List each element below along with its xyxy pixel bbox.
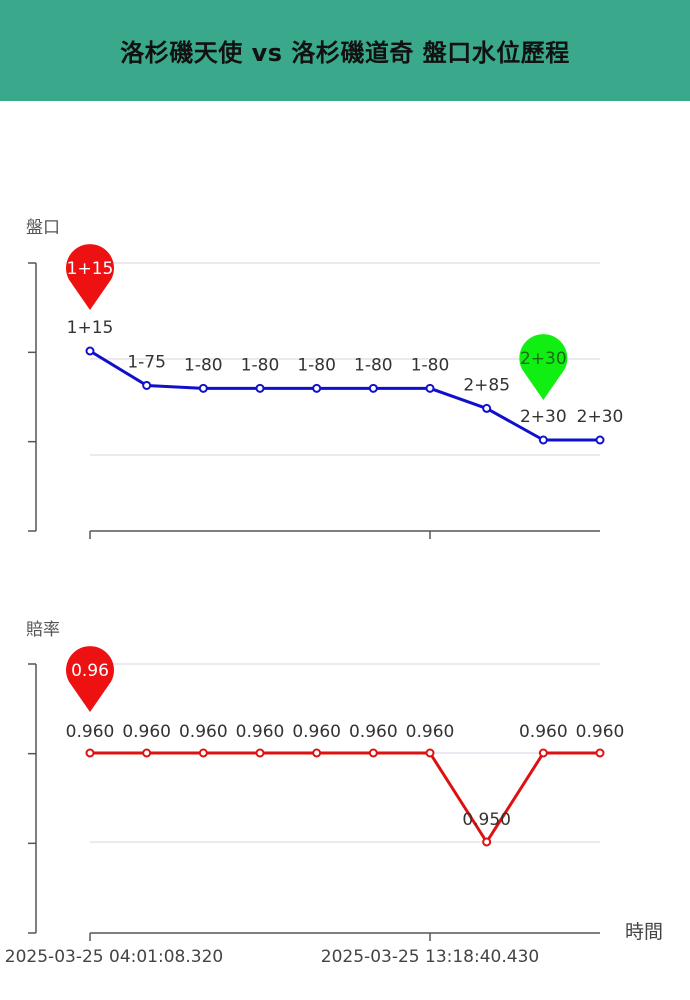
chart2-max-marker-shape	[66, 646, 114, 712]
chart1-point	[368, 383, 378, 393]
chart1-point	[142, 380, 152, 390]
chart2-point-label: 0.960	[519, 722, 568, 742]
chart1-point-label: 1-75	[127, 352, 166, 372]
x-tick-label-mid: 2025-03-25 13:18:40.430	[321, 947, 539, 967]
chart2-point-label: 0.960	[292, 722, 341, 742]
chart1-point-label: 1-80	[184, 355, 223, 375]
chart1-point-label: 1-80	[354, 355, 393, 375]
page-title: 洛杉磯天使 vs 洛杉磯道奇 盤口水位歷程	[120, 39, 570, 67]
chart1-series-line	[89, 349, 600, 442]
chart1-point	[255, 383, 265, 393]
chart1-ylabel: 盤口	[26, 218, 60, 238]
chart1-point-label: 1+15	[67, 318, 114, 338]
chart1-max-marker-label: 1+15	[67, 259, 114, 279]
chart1-point-label: 2+30	[577, 407, 624, 427]
chart2-ylabel: 賠率	[26, 620, 60, 640]
chart2-point-label: 0.960	[349, 722, 398, 742]
chart2-point	[255, 748, 265, 758]
chart2-point	[312, 748, 322, 758]
chart2-point-label: 0.960	[576, 722, 625, 742]
chart2-point	[198, 748, 208, 758]
chart2-point	[85, 748, 95, 758]
chart1-point	[198, 383, 208, 393]
chart1-point-label: 1-80	[297, 355, 336, 375]
chart2-max-marker-label: 0.96	[71, 661, 109, 681]
chart2-point	[482, 837, 492, 847]
chart2-point	[595, 748, 605, 758]
chart1-point	[595, 435, 605, 445]
chart1-point	[85, 346, 95, 356]
chart1-point-label: 2+85	[463, 375, 510, 395]
chart1-max-marker-shape	[66, 244, 114, 310]
chart2-point-label: 0.960	[236, 722, 285, 742]
chart1-point-label: 1-80	[411, 355, 450, 375]
chart2-point-label: 0.960	[66, 722, 115, 742]
page-header: 洛杉磯天使 vs 洛杉磯道奇 盤口水位歷程	[0, 0, 690, 101]
chart2-point-label: 0.960	[122, 722, 171, 742]
chart1-min-marker-shape	[519, 334, 568, 400]
chart1-point	[425, 383, 435, 393]
chart2-point-label: 0.960	[406, 722, 455, 742]
chart1-max-marker: 1+15	[66, 244, 114, 310]
chart2-point	[425, 748, 435, 758]
chart1-min-marker: 2+30	[519, 334, 568, 400]
chart2-point	[368, 748, 378, 758]
chart1-point-label: 1-80	[241, 355, 280, 375]
chart2-point-label: 0.960	[179, 722, 228, 742]
chart2-point	[538, 748, 548, 758]
x-axis-label: 時間	[625, 921, 663, 943]
chart1-point	[312, 383, 322, 393]
chart1-min-marker-label: 2+30	[520, 349, 567, 369]
chart1-point	[482, 403, 492, 413]
chart1-point	[538, 435, 548, 445]
chart2-max-marker: 0.96	[66, 646, 114, 712]
chart2-point-label: 0.950	[462, 810, 511, 830]
chart2-series-line	[90, 751, 600, 844]
chart2-point	[142, 748, 152, 758]
x-tick-label-start: 2025-03-25 04:01:08.320	[5, 947, 223, 967]
chart1-point-label: 2+30	[520, 407, 567, 427]
